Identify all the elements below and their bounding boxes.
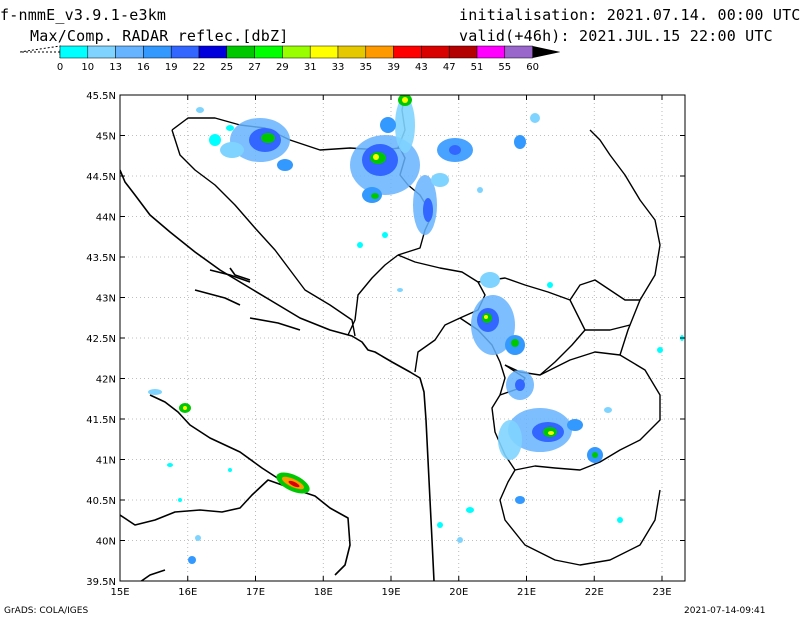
colorbar-level-label: 10 <box>81 62 94 73</box>
valid-time: valid(+46h): 2021.JUL.15 22:00 UTC <box>459 27 773 45</box>
lat-label: 42.5N <box>86 334 116 345</box>
colorbar-level-label: 22 <box>193 62 206 73</box>
lat-label: 40.5N <box>86 496 116 507</box>
lat-label: 44.5N <box>86 172 116 183</box>
lat-label: 42N <box>96 375 116 386</box>
colorbar-level-label: 13 <box>109 62 122 73</box>
radar-echoes <box>148 95 684 564</box>
lon-label: 19E <box>381 587 400 598</box>
lat-label: 45N <box>96 132 116 143</box>
colorbar-level-label: 51 <box>471 62 484 73</box>
colorbar-level-label: 31 <box>304 62 317 73</box>
lon-label: 22E <box>585 587 604 598</box>
lat-label: 41.5N <box>86 415 116 426</box>
lon-label: 21E <box>517 587 536 598</box>
lat-label: 41N <box>96 456 116 467</box>
footer-credit: GrADS: COLA/IGES <box>4 606 89 616</box>
lat-label: 40N <box>96 537 116 548</box>
field-title: Max/Comp. RADAR reflec.[dbZ] <box>30 27 289 45</box>
axis-labels: 45.5N 45N 44.5N 44N 43.5N 43N 42.5N 42N 41.5N 41N… <box>86 91 685 598</box>
lat-label: 43N <box>96 294 116 305</box>
colorbar-over-triangle <box>532 46 560 58</box>
colorbar-level-label: 27 <box>248 62 261 73</box>
lon-label: 16E <box>178 587 197 598</box>
colorbar-level-label: 0 <box>57 62 63 73</box>
lon-label: 20E <box>449 587 468 598</box>
colorbar: 0 10 13 16 19 22 25 27 29 31 33 35 39 43 47 51 55 60 <box>20 45 560 73</box>
colorbar-level-label: 35 <box>359 62 372 73</box>
colorbar-level-label: 39 <box>387 62 400 73</box>
model-title: f-nmmE_v3.9.1-e3km <box>0 6 167 24</box>
colorbar-level-label: 60 <box>526 62 539 73</box>
lat-label: 43.5N <box>86 253 116 264</box>
coastlines <box>120 169 435 581</box>
init-time: initialisation: 2021.07.14. 00:00 UTC <box>459 6 800 24</box>
colorbar-level-label: 29 <box>276 62 289 73</box>
lat-label: 45.5N <box>86 91 116 102</box>
colorbar-level-label: 33 <box>332 62 345 73</box>
colorbar-level-label: 43 <box>415 62 428 73</box>
lat-label: 39.5N <box>86 577 116 588</box>
lon-label: 15E <box>110 587 129 598</box>
lon-label: 18E <box>314 587 333 598</box>
lon-label: 23E <box>652 587 671 598</box>
footer-timestamp: 2021-07-14-09:41 <box>684 606 766 616</box>
colorbar-level-label: 16 <box>137 62 150 73</box>
colorbar-level-label: 55 <box>498 62 511 73</box>
lon-label: 17E <box>246 587 265 598</box>
colorbar-level-label: 25 <box>220 62 233 73</box>
colorbar-level-label: 19 <box>165 62 178 73</box>
colorbar-level-label: 47 <box>443 62 456 73</box>
lat-label: 44N <box>96 213 116 224</box>
